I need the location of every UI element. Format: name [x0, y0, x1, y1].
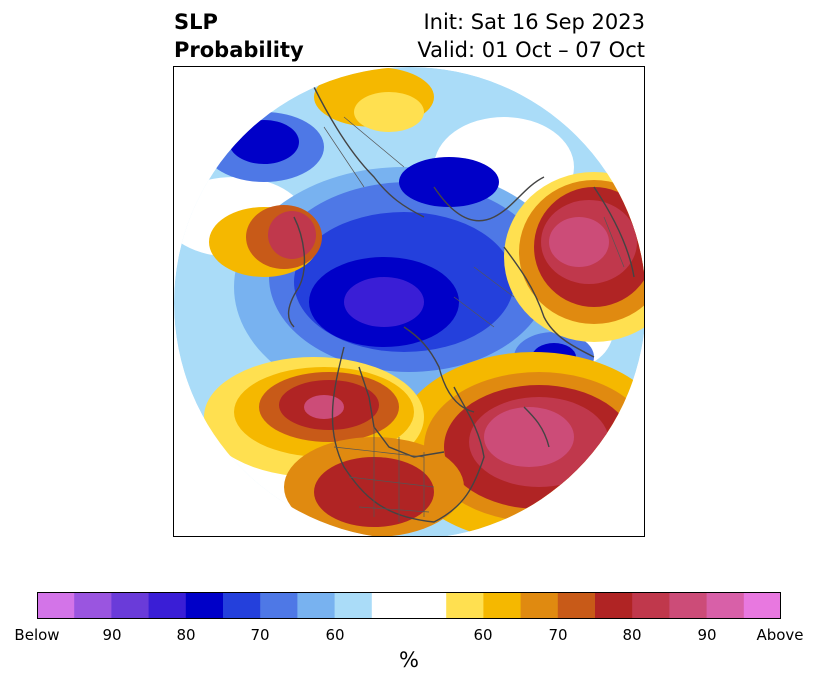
colorbar-segment	[557, 592, 596, 619]
tick-label: Above	[756, 626, 804, 644]
valid-range: Valid: 01 Oct – 07 Oct	[417, 38, 645, 62]
colorbar-segment	[260, 592, 298, 619]
below-normal-region	[204, 112, 594, 407]
tick-label: 70	[250, 626, 270, 644]
colorbar-segment	[334, 592, 373, 619]
polar-map	[173, 66, 645, 537]
colorbar-segment	[185, 592, 224, 619]
colorbar-segment	[706, 592, 745, 619]
colorbar-segment	[223, 592, 261, 619]
above-normal-pacific	[204, 357, 464, 536]
borders	[323, 116, 625, 522]
colorbar-unit: %	[399, 648, 419, 672]
chart-title: SLP Probability	[174, 8, 304, 64]
forecast-dates: Init: Sat 16 Sep 2023 Valid: 01 Oct – 07…	[417, 8, 645, 64]
tick-label: 90	[697, 626, 717, 644]
colorbar-segment	[371, 592, 447, 619]
tick-label: 80	[622, 626, 642, 644]
colorbar-segment	[111, 592, 150, 619]
map-canvas	[174, 67, 644, 536]
above-normal-north	[314, 67, 434, 132]
tick-label: 60	[473, 626, 493, 644]
tick-label: 80	[176, 626, 196, 644]
colorbar-tick-labels: Below 90 80 70 60 60 70 80 90 Above	[0, 626, 819, 646]
tick-label: Below	[14, 626, 60, 644]
tick-label: 90	[102, 626, 122, 644]
colorbar-segment	[74, 592, 112, 619]
colorbar-border	[37, 592, 781, 619]
colorbar-segment	[669, 592, 708, 619]
colorbar-segment	[632, 592, 670, 619]
colorbar	[37, 592, 781, 619]
colorbar-segment	[520, 592, 559, 619]
tick-label: 70	[548, 626, 568, 644]
variable-label: SLP	[174, 10, 218, 34]
init-date: Init: Sat 16 Sep 2023	[423, 10, 645, 34]
tick-label: 60	[325, 626, 345, 644]
above-normal-europe	[209, 205, 322, 277]
product-label: Probability	[174, 38, 304, 62]
colorbar-segment	[483, 592, 522, 619]
coastlines	[287, 86, 635, 523]
colorbar-segment	[595, 592, 633, 619]
colorbar-segment	[148, 592, 187, 619]
colorbar-segment	[297, 592, 336, 619]
colorbar-segment	[446, 592, 484, 619]
colorbar-segment	[743, 592, 781, 619]
colorbar-segment	[37, 592, 75, 619]
